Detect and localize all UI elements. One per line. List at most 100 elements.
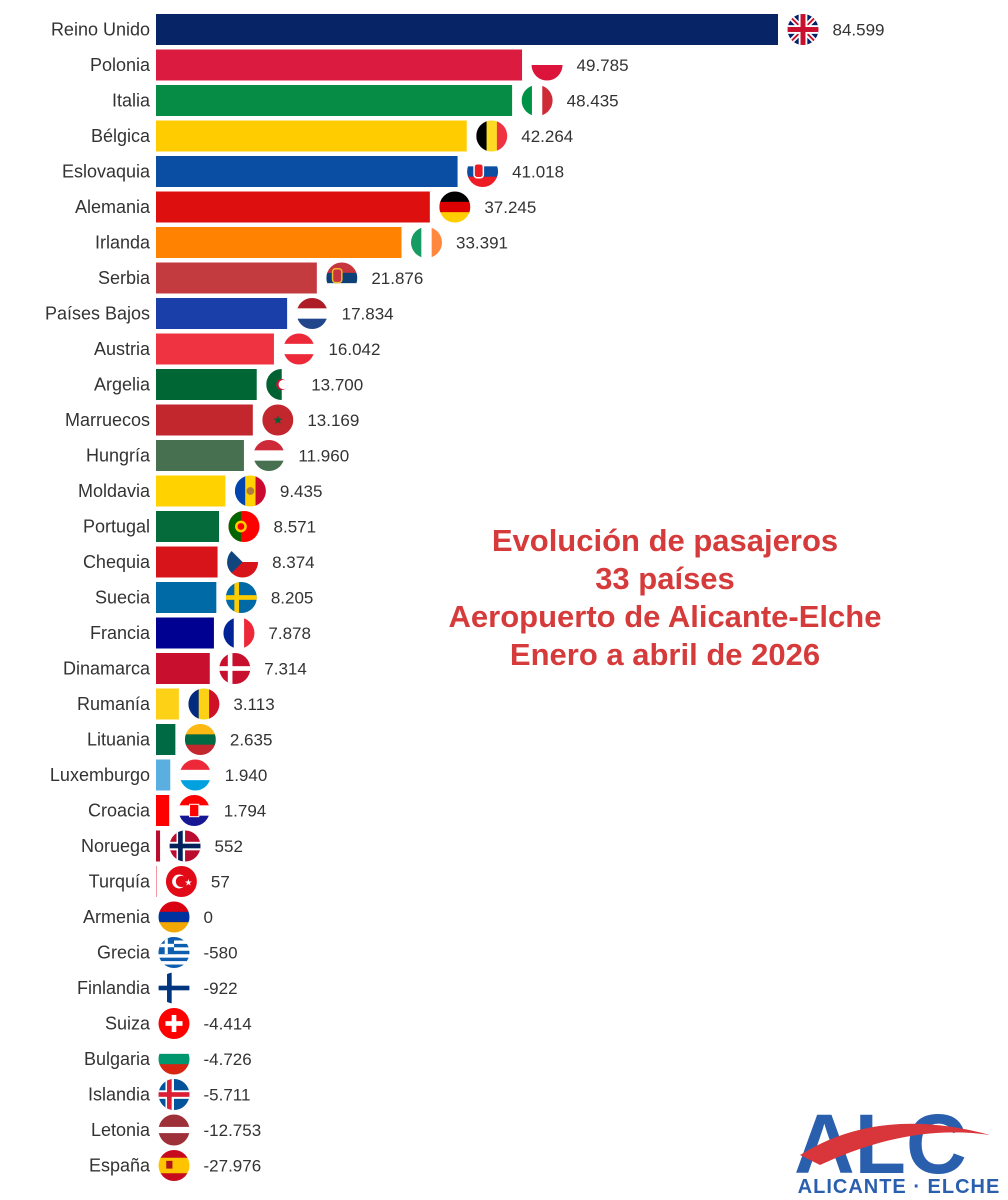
value-label: -4.414 <box>204 1015 252 1034</box>
norway-flag-icon <box>169 830 201 862</box>
category-label: Polonia <box>90 55 151 75</box>
bar <box>156 14 778 45</box>
bar-row: Reino Unido 84.599 <box>51 14 885 45</box>
ireland-flag-icon <box>411 227 443 258</box>
algeria-flag-icon <box>266 369 298 400</box>
bar-row: Moldavia 9.435 <box>78 475 323 507</box>
value-label: 3.113 <box>233 695 274 714</box>
bar <box>156 759 171 791</box>
bar-row: Francia 7.878 <box>90 617 311 649</box>
bar-row: Países Bajos 17.834 <box>45 298 394 329</box>
bar <box>156 191 430 223</box>
morocco-flag-icon: ★ <box>262 404 294 436</box>
category-label: Bulgaria <box>84 1049 151 1069</box>
bar <box>156 369 257 400</box>
denmark-flag-icon <box>219 653 251 684</box>
spain-flag-icon <box>158 1150 190 1181</box>
value-label: 552 <box>215 837 243 856</box>
bar <box>156 120 467 152</box>
lithuania-flag-icon <box>184 724 216 755</box>
bar-row: Eslovaquia 41.018 <box>62 156 564 187</box>
bar <box>156 156 458 187</box>
category-label: Países Bajos <box>45 304 150 324</box>
value-label: 33.391 <box>456 234 508 253</box>
category-label: Austria <box>94 339 151 359</box>
category-label: Armenia <box>83 907 151 927</box>
germany-flag-icon <box>439 191 471 223</box>
bar-row: Bulgaria -4.726 <box>84 1043 252 1075</box>
bar <box>156 404 253 436</box>
category-label: Letonia <box>91 1120 151 1140</box>
bar <box>156 795 170 826</box>
bar <box>156 830 161 862</box>
bar-row: Argelia 13.700 <box>94 369 363 400</box>
value-label: 1.940 <box>225 766 268 785</box>
value-label: 17.834 <box>342 305 394 324</box>
value-label: 1.794 <box>224 802 267 821</box>
value-label: 9.435 <box>280 482 323 501</box>
category-label: Marruecos <box>65 410 150 430</box>
poland-flag-icon <box>531 49 563 81</box>
bar-row: Rumanía 3.113 <box>77 688 275 720</box>
latvia-flag-icon <box>158 1114 190 1146</box>
category-label: Italia <box>112 91 151 111</box>
category-label: Croacia <box>88 801 151 821</box>
bar-row: Austria 16.042 <box>94 333 380 365</box>
bar-row: Dinamarca 7.314 <box>63 653 307 684</box>
bar-row: Noruega 552 <box>81 830 243 862</box>
value-label: 8.374 <box>272 553 315 572</box>
title-line-3: Aeropuerto de Alicante-Elche <box>448 599 882 634</box>
bar-row: Irlanda 33.391 <box>95 227 508 258</box>
title-line-1: Evolución de pasajeros <box>491 523 839 558</box>
bar <box>156 582 217 613</box>
title-line-2: 33 países <box>595 561 735 596</box>
bar-row: Marruecos ★ 13.169 <box>65 404 359 436</box>
bar-row: España -27.976 <box>89 1150 261 1181</box>
value-label: -4.726 <box>204 1050 252 1069</box>
value-label: -922 <box>204 979 238 998</box>
category-label: Francia <box>90 623 151 643</box>
value-label: 57 <box>211 873 230 892</box>
bar-row: Portugal 8.571 <box>83 511 316 542</box>
bar <box>156 653 210 684</box>
bar-row: Lituania 2.635 <box>87 724 273 755</box>
category-label: Irlanda <box>95 233 151 253</box>
moldova-flag-icon <box>234 475 266 507</box>
bar-row: Croacia 1.794 <box>88 795 267 826</box>
bar <box>156 617 214 649</box>
bar-row: Turquía ★ 57 <box>89 866 230 897</box>
bar-row: Grecia -580 <box>97 937 238 968</box>
greece-flag-icon <box>158 937 190 968</box>
slovakia-flag-icon <box>467 156 499 187</box>
value-label: 11.960 <box>298 447 349 466</box>
bar <box>156 475 226 507</box>
bar <box>156 546 218 578</box>
value-label: 41.018 <box>512 163 564 182</box>
bar <box>156 262 317 294</box>
bar <box>156 298 288 329</box>
bar-row: Italia 48.435 <box>112 85 619 116</box>
alc-logo: ALC <box>794 1097 990 1191</box>
bar-row: Alemania 37.245 <box>75 191 536 223</box>
italy-flag-icon <box>521 85 553 116</box>
bar-row: Hungría 11.960 <box>86 440 349 471</box>
value-label: 8.571 <box>274 518 317 537</box>
luxembourg-flag-icon <box>179 759 211 791</box>
portugal-flag-icon <box>228 511 260 542</box>
value-label: 2.635 <box>230 731 273 750</box>
category-label: Islandia <box>88 1085 151 1105</box>
bar-row: Finlandia -922 <box>77 972 238 1004</box>
value-label: 0 <box>204 908 213 927</box>
category-label: Suiza <box>105 1014 151 1034</box>
bar-row: Chequia 8.374 <box>83 546 315 578</box>
value-label: -12.753 <box>204 1121 262 1140</box>
finland-flag-icon <box>158 972 190 1004</box>
logo-text: ALICANTE · ELCHE <box>797 1176 1001 1198</box>
svg-text:★: ★ <box>184 878 192 888</box>
category-label: Luxemburgo <box>50 765 150 785</box>
title-line-4: Enero a abril de 2026 <box>509 637 821 672</box>
value-label: 13.169 <box>307 411 359 430</box>
category-label: Eslovaquia <box>62 162 151 182</box>
netherlands-flag-icon <box>296 298 328 329</box>
category-label: Hungría <box>86 446 151 466</box>
